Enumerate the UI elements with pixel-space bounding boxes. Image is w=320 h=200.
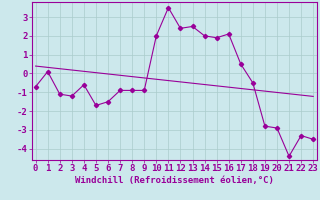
X-axis label: Windchill (Refroidissement éolien,°C): Windchill (Refroidissement éolien,°C) [75,176,274,185]
